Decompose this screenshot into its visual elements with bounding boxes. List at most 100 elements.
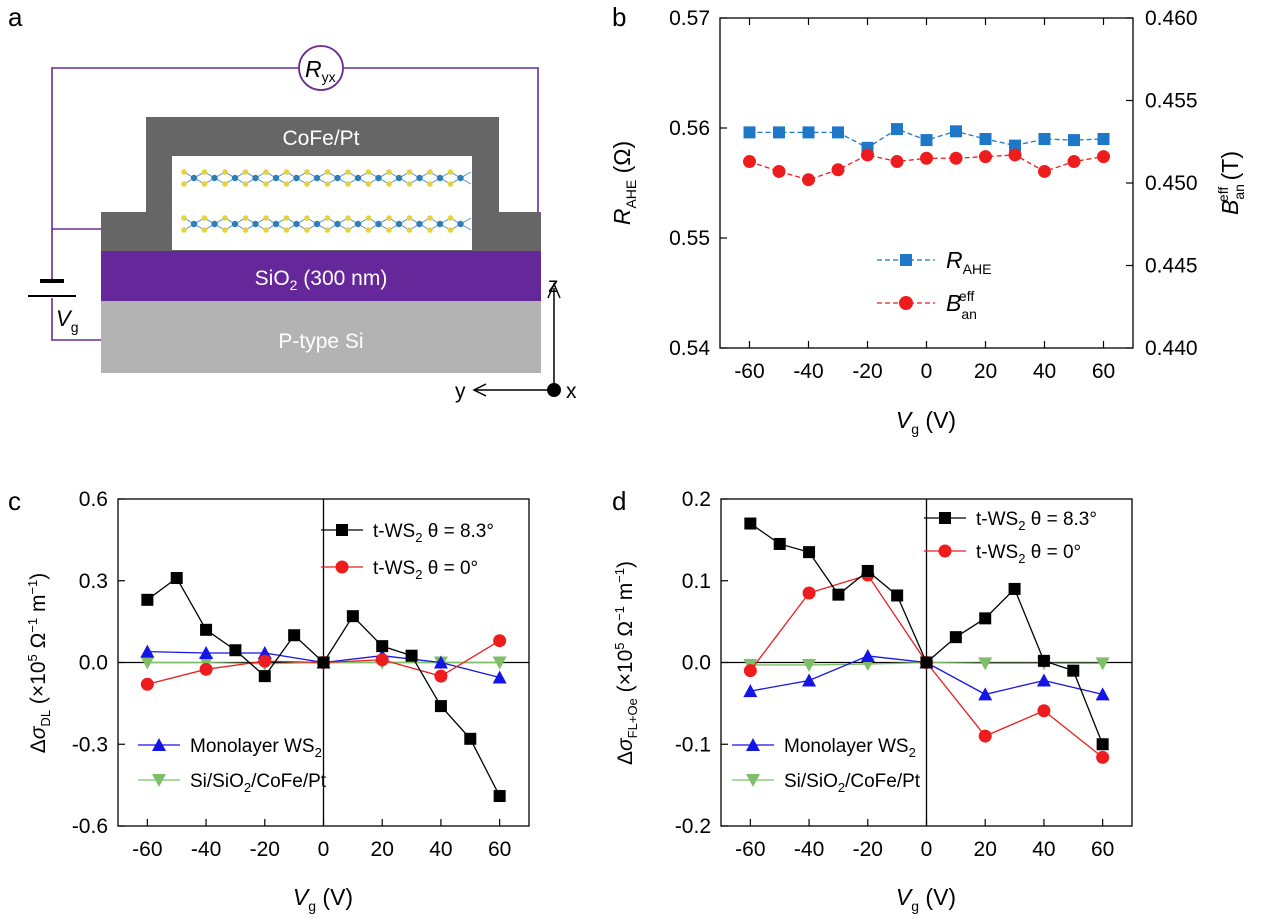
legend-label: Monolayer WS2 bbox=[784, 736, 916, 760]
data-point bbox=[860, 648, 875, 662]
s-atom bbox=[365, 181, 372, 187]
wire-battery-to-si bbox=[51, 298, 101, 341]
w-atom bbox=[375, 220, 382, 228]
s-atom bbox=[283, 215, 290, 221]
w-atom bbox=[354, 174, 362, 182]
sio2-label: SiO2 (300 nm) bbox=[255, 267, 388, 293]
s-atom bbox=[304, 181, 310, 187]
legend-marker bbox=[746, 738, 760, 751]
w-atom bbox=[395, 220, 403, 228]
data-point bbox=[493, 790, 506, 803]
legend-marker bbox=[336, 524, 348, 536]
data-point bbox=[1067, 664, 1080, 677]
data-point bbox=[803, 546, 816, 559]
data-point bbox=[199, 662, 213, 676]
data-point bbox=[773, 126, 785, 139]
data-point bbox=[1038, 164, 1051, 178]
data-point bbox=[772, 164, 786, 178]
data-point bbox=[978, 657, 993, 671]
legend-marker bbox=[335, 560, 349, 574]
s-atom bbox=[324, 215, 331, 221]
data-point bbox=[1036, 673, 1051, 687]
x-tick-label: -20 bbox=[250, 838, 280, 861]
y-axis-label-left: RAHE (Ω) bbox=[609, 141, 639, 225]
s-atom bbox=[181, 169, 187, 175]
axis-y-label: y bbox=[455, 380, 466, 403]
panel-c-chart: c -60 -40 -20 0 20 40 60 -0.6 -0.3 0.0 0.3 0.6 ΔσDL… bbox=[8, 486, 530, 914]
x-tick-label: 40 bbox=[1033, 360, 1056, 383]
data-point bbox=[802, 658, 817, 672]
data-point bbox=[743, 126, 756, 139]
x-tick-label: -20 bbox=[852, 360, 882, 383]
w-atom bbox=[354, 220, 362, 228]
s-atom bbox=[201, 227, 208, 233]
s-atom bbox=[242, 169, 249, 175]
s-atom bbox=[386, 181, 392, 187]
s-atom bbox=[242, 181, 249, 187]
plot-frame bbox=[719, 17, 1134, 349]
data-point bbox=[170, 572, 183, 585]
x-tick-label: -40 bbox=[793, 360, 823, 383]
y-tick-label: 0.2 bbox=[682, 488, 711, 511]
s-atom bbox=[447, 181, 454, 187]
legend-marker bbox=[152, 774, 166, 787]
legend-label: t-WS2 θ = 0° bbox=[976, 542, 1081, 566]
s-atom bbox=[406, 227, 413, 233]
x-tick-label: -60 bbox=[734, 360, 764, 383]
w-atom bbox=[293, 220, 300, 228]
data-point bbox=[890, 155, 904, 169]
data-point bbox=[434, 669, 448, 683]
x-tick-label: 60 bbox=[488, 838, 511, 861]
y-tick-label: -0.6 bbox=[72, 815, 108, 838]
data-point bbox=[140, 656, 155, 670]
y-tick-label: 0.55 bbox=[669, 227, 710, 250]
data-point bbox=[744, 517, 757, 530]
w-atom bbox=[457, 174, 464, 182]
data-point bbox=[802, 586, 816, 600]
legend: RAHE Baneff bbox=[877, 247, 991, 322]
data-point bbox=[891, 589, 904, 602]
x-axis-label: Vg (V) bbox=[896, 884, 956, 914]
s-atom bbox=[201, 169, 208, 175]
data-point bbox=[1067, 155, 1081, 169]
x-tick-label: 20 bbox=[974, 838, 997, 861]
cofe-label: CoFe/Pt bbox=[282, 127, 359, 150]
x-axis-dot-icon bbox=[547, 383, 561, 397]
w-atom bbox=[190, 220, 198, 228]
s-atom bbox=[406, 181, 413, 187]
data-series bbox=[140, 572, 507, 803]
y-tick-label: 0.56 bbox=[669, 117, 710, 140]
y-tick-label: -0.3 bbox=[72, 733, 108, 756]
axis-ticks: -60 -40 -20 0 20 40 60 -0.2 -0.1 0.0 0.1 0.2 bbox=[675, 488, 1132, 861]
data-point bbox=[140, 644, 155, 658]
series-R_AHE bbox=[743, 123, 1110, 154]
axis-ticks: -60 -40 -20 0 20 40 60 0.54 0.55 0.56 0.57 0.440 0.4… bbox=[669, 7, 1197, 383]
s-atom bbox=[201, 215, 208, 221]
data-point bbox=[258, 654, 272, 668]
s-atom bbox=[263, 227, 269, 233]
y-arrow-icon bbox=[472, 383, 487, 397]
sio2-layer bbox=[101, 251, 541, 301]
data-point bbox=[1096, 750, 1110, 764]
x-tick-label: 60 bbox=[1092, 360, 1115, 383]
ws2-window bbox=[172, 156, 472, 250]
w-atom bbox=[416, 220, 423, 228]
data-point bbox=[978, 687, 993, 701]
s-atom bbox=[345, 181, 351, 187]
data-point bbox=[920, 134, 933, 147]
series-t-WS2 θ = 8.3° bbox=[141, 572, 506, 803]
data-point bbox=[832, 588, 845, 601]
w-atom bbox=[252, 220, 259, 228]
w-atom bbox=[211, 220, 218, 228]
s-atom bbox=[447, 215, 454, 221]
w-atom bbox=[395, 174, 403, 182]
w-atom bbox=[252, 174, 259, 182]
data-point bbox=[920, 151, 933, 165]
data-point bbox=[920, 656, 933, 669]
s-atom bbox=[222, 169, 228, 175]
data-point bbox=[317, 656, 330, 669]
data-series bbox=[743, 517, 1110, 764]
z-arrow-icon bbox=[547, 282, 561, 299]
data-point bbox=[375, 653, 389, 667]
x-tick-label: -20 bbox=[853, 838, 883, 861]
